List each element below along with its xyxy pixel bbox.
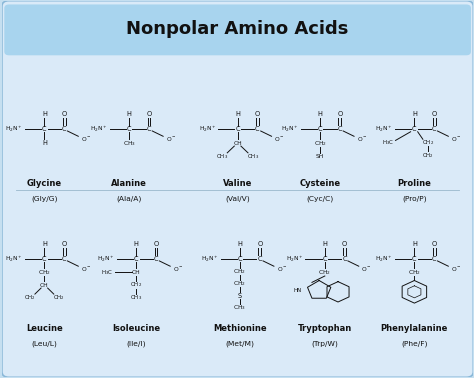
Text: H: H — [42, 112, 47, 118]
Text: H$_3$C: H$_3$C — [101, 268, 114, 277]
Text: H$_2$N$^+$: H$_2$N$^+$ — [375, 124, 393, 134]
Text: H: H — [42, 140, 47, 146]
Text: C: C — [62, 256, 66, 262]
Text: CH$_3$: CH$_3$ — [130, 293, 142, 302]
Text: O$^-$: O$^-$ — [357, 135, 367, 143]
Text: O: O — [62, 112, 67, 118]
Text: Valine: Valine — [223, 179, 252, 188]
Text: H: H — [134, 242, 139, 247]
Text: (Val/V): (Val/V) — [225, 195, 250, 202]
Text: (Cyc/C): (Cyc/C) — [307, 195, 334, 202]
Text: HN: HN — [293, 288, 301, 293]
Text: O: O — [431, 112, 437, 118]
Text: O: O — [146, 112, 152, 118]
Text: H: H — [412, 242, 417, 247]
Text: O: O — [337, 112, 343, 118]
Text: H$_3$C: H$_3$C — [383, 138, 394, 147]
FancyBboxPatch shape — [4, 5, 471, 55]
Text: C: C — [255, 126, 260, 132]
Text: C: C — [318, 126, 322, 132]
Text: H$_2$N$^+$: H$_2$N$^+$ — [97, 254, 115, 263]
Text: O: O — [154, 242, 159, 247]
Text: C: C — [62, 126, 66, 132]
Text: (Ala/A): (Ala/A) — [117, 195, 142, 202]
Text: CH$_2$: CH$_2$ — [38, 268, 51, 277]
Text: H$_2$N$^+$: H$_2$N$^+$ — [201, 254, 219, 263]
Text: H$_2$N$^+$: H$_2$N$^+$ — [5, 124, 23, 134]
Text: O: O — [431, 242, 437, 247]
Text: C: C — [154, 256, 158, 262]
Text: O$^-$: O$^-$ — [277, 265, 287, 273]
Text: C: C — [257, 256, 262, 262]
Text: C: C — [237, 256, 242, 262]
Text: CH$_2$: CH$_2$ — [53, 293, 64, 302]
Text: CH$_2$: CH$_2$ — [24, 293, 36, 302]
Text: O$^-$: O$^-$ — [362, 265, 372, 273]
Text: C: C — [337, 126, 342, 132]
Text: Phenylalanine: Phenylalanine — [381, 324, 448, 333]
Text: H: H — [235, 112, 240, 118]
Text: H: H — [237, 242, 242, 247]
Text: CH$_2$: CH$_2$ — [130, 280, 142, 290]
Text: O: O — [342, 242, 347, 247]
Text: (Trp/W): (Trp/W) — [311, 340, 338, 347]
Text: CH$_3$: CH$_3$ — [246, 152, 259, 161]
Text: CH$_2$: CH$_2$ — [422, 151, 434, 160]
Text: H: H — [412, 112, 417, 118]
Text: H$_2$N$^+$: H$_2$N$^+$ — [286, 254, 304, 263]
Text: H: H — [318, 112, 322, 118]
Text: O$^-$: O$^-$ — [451, 135, 462, 143]
Text: H$_2$N$^+$: H$_2$N$^+$ — [281, 124, 299, 134]
Text: O$^-$: O$^-$ — [274, 135, 285, 143]
Text: O: O — [62, 242, 67, 247]
Text: CH$_2$: CH$_2$ — [421, 138, 434, 147]
Text: C: C — [134, 256, 138, 262]
Text: Proline: Proline — [397, 179, 431, 188]
Text: C: C — [322, 256, 327, 262]
Text: CH$_2$: CH$_2$ — [234, 267, 246, 276]
Text: H: H — [322, 242, 327, 247]
Text: (Phe/F): (Phe/F) — [401, 340, 428, 347]
Text: H$_2$N$^+$: H$_2$N$^+$ — [199, 124, 217, 134]
Text: H: H — [127, 112, 132, 118]
Text: O$^-$: O$^-$ — [451, 265, 462, 273]
Text: (Pro/P): (Pro/P) — [402, 195, 427, 202]
Text: O$^-$: O$^-$ — [166, 135, 176, 143]
Text: H: H — [42, 242, 47, 247]
Text: C: C — [42, 126, 46, 132]
Text: C: C — [432, 256, 437, 262]
Text: (Met/M): (Met/M) — [226, 340, 255, 347]
Text: O$^-$: O$^-$ — [81, 135, 91, 143]
Text: CH$_2$: CH$_2$ — [319, 268, 331, 277]
Text: Isoleucine: Isoleucine — [112, 324, 160, 333]
Text: (Gly/G): (Gly/G) — [31, 195, 58, 202]
Text: C: C — [342, 256, 347, 262]
Text: H$_2$N$^+$: H$_2$N$^+$ — [5, 254, 23, 263]
Text: Alanine: Alanine — [111, 179, 147, 188]
Text: C: C — [432, 126, 437, 132]
Text: CH: CH — [132, 270, 141, 275]
Text: Tryptophan: Tryptophan — [298, 324, 352, 333]
Text: O: O — [255, 112, 260, 118]
Text: C: C — [42, 256, 46, 262]
Text: O$^-$: O$^-$ — [81, 265, 91, 273]
Text: CH: CH — [40, 282, 49, 288]
Text: CH$_3$: CH$_3$ — [123, 139, 136, 148]
Text: Glycine: Glycine — [27, 179, 62, 188]
Text: Cysteine: Cysteine — [300, 179, 341, 188]
Text: CH$_3$: CH$_3$ — [217, 152, 228, 161]
Text: CH$_3$: CH$_3$ — [234, 303, 246, 312]
Text: C: C — [412, 126, 417, 132]
Text: Nonpolar Amino Acids: Nonpolar Amino Acids — [127, 20, 349, 38]
Text: Methionine: Methionine — [213, 324, 267, 333]
Text: C: C — [412, 256, 417, 262]
Text: CH$_2$: CH$_2$ — [314, 139, 327, 147]
Text: (Ile/I): (Ile/I) — [127, 340, 146, 347]
Text: O: O — [257, 242, 263, 247]
Text: O$^-$: O$^-$ — [173, 265, 183, 273]
Text: C: C — [235, 126, 240, 132]
Text: (Leu/L): (Leu/L) — [31, 340, 57, 347]
Text: Leucine: Leucine — [26, 324, 63, 333]
Text: CH$_2$: CH$_2$ — [234, 279, 246, 288]
